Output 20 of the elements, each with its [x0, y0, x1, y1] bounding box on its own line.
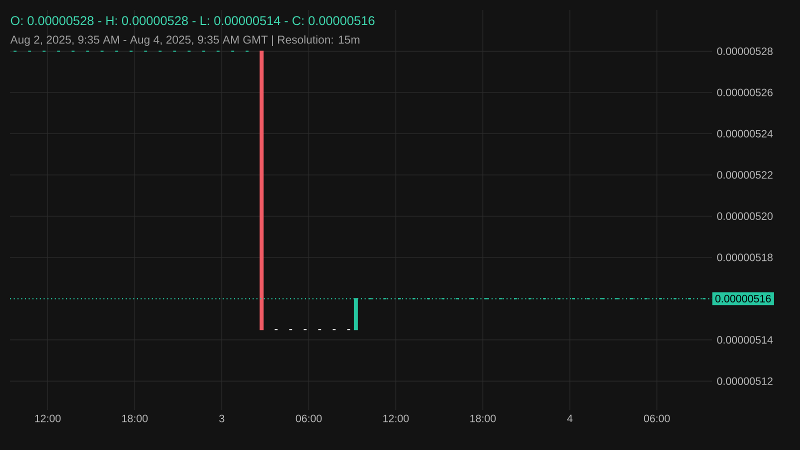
y-tick-label: 0.00000526	[717, 88, 773, 96]
chart-title: O: 0.00000528 - H: 0.00000528 - L: 0.00000514 - C: 0.00000516	[10, 16, 374, 26]
x-tick-label: 12:00	[35, 414, 61, 422]
x-tick-label: 18:00	[122, 414, 148, 422]
x-tick-label: 12:00	[383, 414, 409, 422]
x-tick-label: 06:00	[296, 414, 322, 422]
text: Aug 2, 2025, 9:35 AM - Aug 4, 2025, 9:35 AM GMT | Resolution: 15m	[10, 35, 360, 46]
x-tick-label: 4	[567, 414, 573, 422]
x-tick-label: 06:00	[644, 414, 670, 422]
y-tick-label: 0.00000520	[717, 212, 773, 220]
y-tick-label: 0.00000528	[717, 47, 773, 56]
x-tick-label: 3	[219, 414, 224, 422]
y-tick-label: 0.00000518	[717, 254, 773, 262]
y-tick-label: 0.00000524	[717, 130, 773, 138]
x-tick-label: 18:00	[470, 414, 496, 422]
candlestick	[260, 50, 264, 330]
y-tick-label: 0.00000512	[717, 377, 773, 385]
y-tick-label: 0.00000522	[717, 171, 773, 179]
ref-line-label: 0.00000516	[715, 294, 771, 302]
y-tick-label: 0.00000514	[717, 336, 773, 344]
